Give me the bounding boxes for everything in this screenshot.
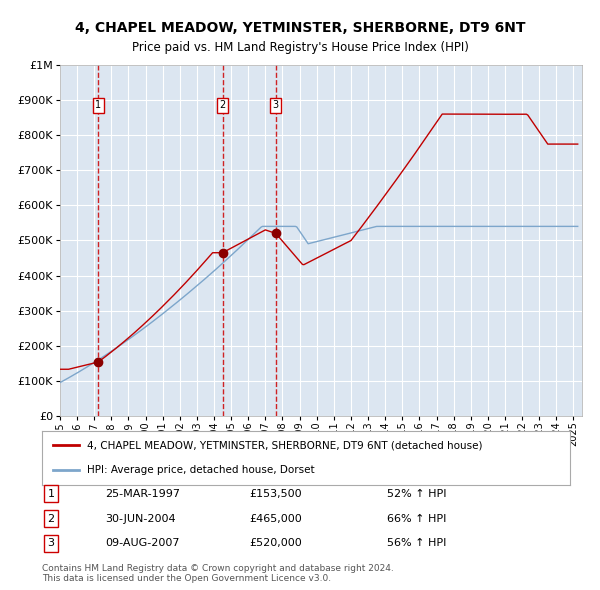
Text: 4, CHAPEL MEADOW, YETMINSTER, SHERBORNE, DT9 6NT: 4, CHAPEL MEADOW, YETMINSTER, SHERBORNE,… bbox=[75, 21, 525, 35]
Text: £153,500: £153,500 bbox=[249, 489, 302, 499]
Text: 3: 3 bbox=[47, 539, 55, 548]
Text: £520,000: £520,000 bbox=[249, 539, 302, 548]
Text: Contains HM Land Registry data © Crown copyright and database right 2024.
This d: Contains HM Land Registry data © Crown c… bbox=[42, 563, 394, 583]
Text: 2: 2 bbox=[220, 100, 226, 110]
Text: 09-AUG-2007: 09-AUG-2007 bbox=[105, 539, 179, 548]
Text: 56% ↑ HPI: 56% ↑ HPI bbox=[387, 539, 446, 548]
Text: 3: 3 bbox=[273, 100, 279, 110]
Text: Price paid vs. HM Land Registry's House Price Index (HPI): Price paid vs. HM Land Registry's House … bbox=[131, 41, 469, 54]
Text: HPI: Average price, detached house, Dorset: HPI: Average price, detached house, Dors… bbox=[87, 466, 314, 476]
Text: 52% ↑ HPI: 52% ↑ HPI bbox=[387, 489, 446, 499]
Text: 25-MAR-1997: 25-MAR-1997 bbox=[105, 489, 180, 499]
Text: 1: 1 bbox=[95, 100, 101, 110]
Text: 2: 2 bbox=[47, 514, 55, 523]
Text: £465,000: £465,000 bbox=[249, 514, 302, 523]
Text: 1: 1 bbox=[47, 489, 55, 499]
Text: 66% ↑ HPI: 66% ↑ HPI bbox=[387, 514, 446, 523]
Text: 30-JUN-2004: 30-JUN-2004 bbox=[105, 514, 176, 523]
Text: 4, CHAPEL MEADOW, YETMINSTER, SHERBORNE, DT9 6NT (detached house): 4, CHAPEL MEADOW, YETMINSTER, SHERBORNE,… bbox=[87, 440, 482, 450]
